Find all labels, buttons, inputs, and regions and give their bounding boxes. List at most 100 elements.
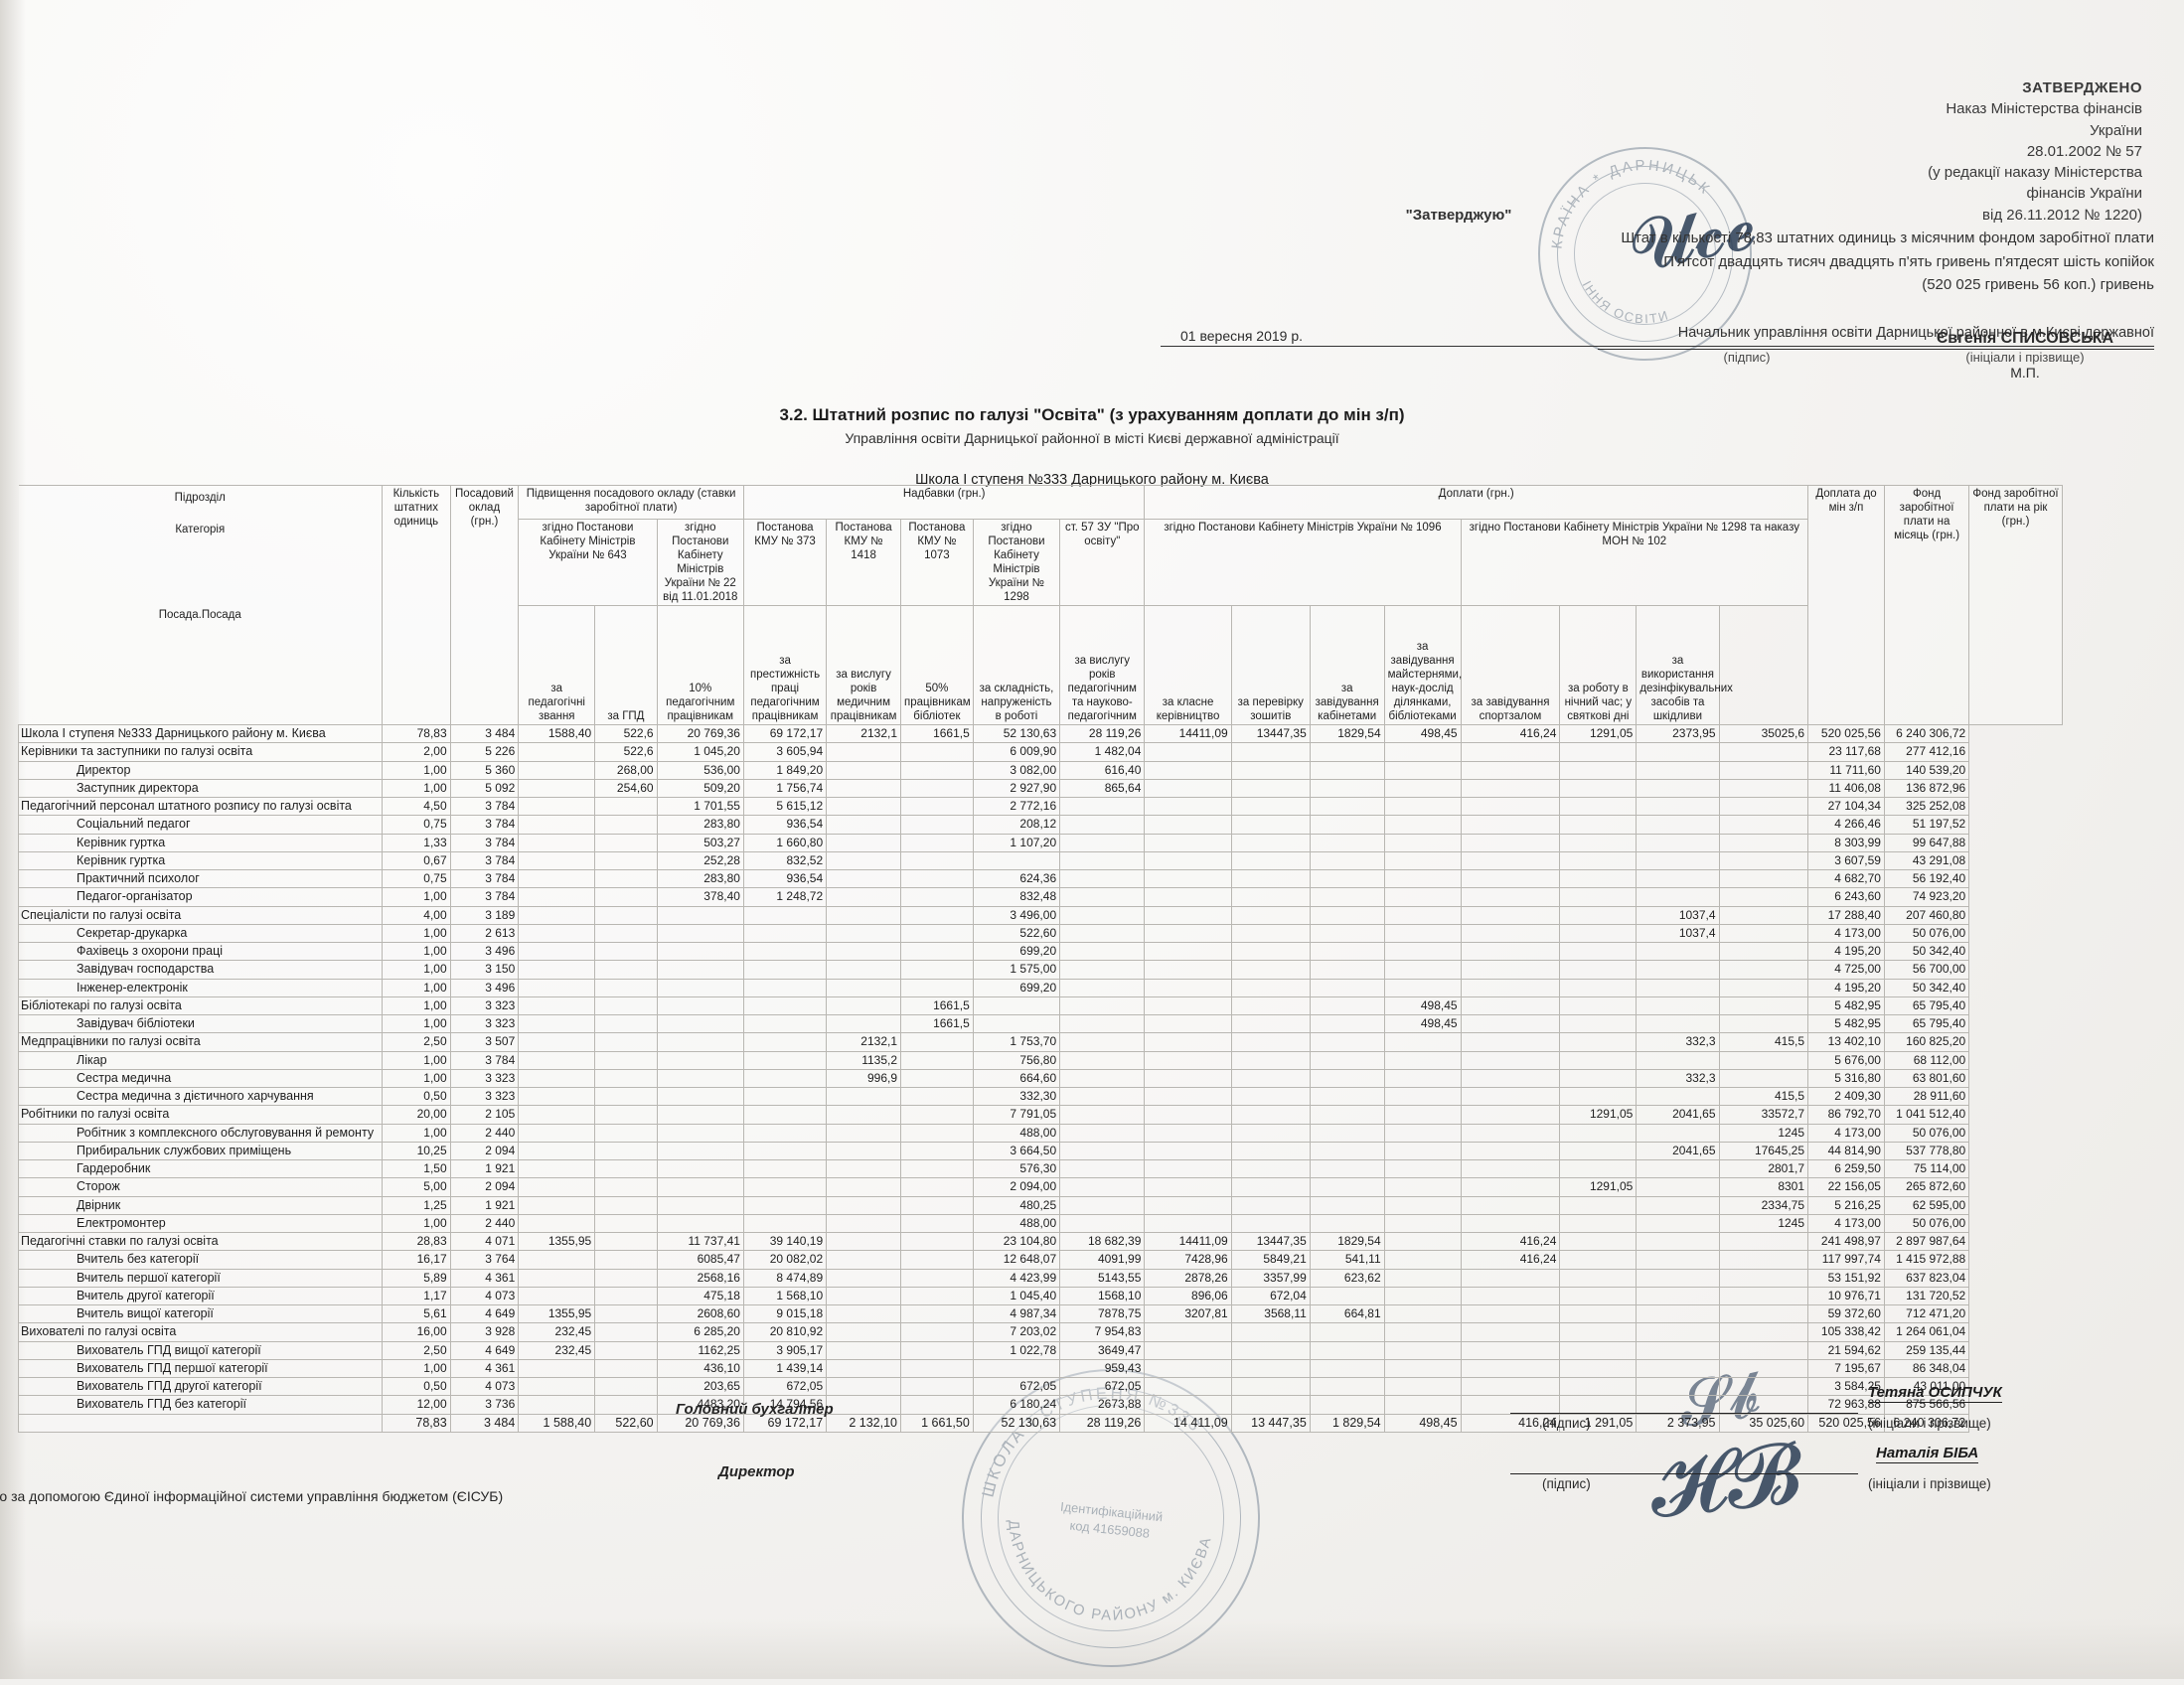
table-row: Завідувач господарства 1,00 3 150 1 575,00 4…: [17, 960, 2166, 980]
row-value: [900, 1322, 974, 1342]
approver-signature-row: 01 вересня 2019 р. Євгенія СПИСОВСЬКА (п…: [1161, 316, 2154, 381]
row-value: 2878,26: [1144, 1268, 1232, 1288]
row-label: Вихователь ГПД першої категорії: [17, 1358, 384, 1379]
row-value: [826, 1377, 901, 1397]
row-value: [1460, 1014, 1561, 1034]
row-value: [826, 887, 901, 907]
row-value: 522,6: [594, 724, 658, 744]
row-value: [656, 1068, 744, 1089]
row-value: [1230, 1213, 1311, 1234]
row-value: [1309, 1050, 1385, 1070]
row-value: 13447,35: [1230, 1232, 1311, 1252]
row-value: [1144, 815, 1232, 835]
row-value: [1144, 1141, 1232, 1161]
row-value: [1230, 760, 1311, 780]
table-row: Лікар 1,00 3 784 1135,2 756,80 5 676,00 68 112…: [17, 1050, 2166, 1070]
table-row: Вчитель без категорії 16,17 3 764 6085,47 20…: [17, 1250, 2166, 1270]
row-value: 5143,55: [1059, 1268, 1146, 1288]
row-value: [742, 1105, 828, 1125]
row-value: 56 192,40: [1883, 869, 1970, 889]
row-value: 959,43: [1059, 1358, 1146, 1379]
row-value: 4 266,46: [1807, 815, 1885, 835]
row-value: [1059, 942, 1146, 962]
row-value: 865,64: [1059, 778, 1146, 799]
row-value: [1460, 1032, 1561, 1052]
table-row: Заступник директора 1,00 5 092 254,60 509,20…: [17, 778, 2166, 799]
row-value: [1460, 887, 1561, 907]
row-value: 160 825,20: [1883, 1032, 1970, 1052]
row-value: [518, 1286, 596, 1306]
row-value: [1144, 1123, 1232, 1143]
row-value: 10,25: [382, 1141, 451, 1161]
row-value: 69 172,17: [742, 1413, 828, 1433]
row-value: [518, 1141, 596, 1161]
row-value: [742, 1177, 828, 1197]
row-value: 475,18: [656, 1286, 744, 1306]
row-value: [900, 1340, 974, 1360]
row-value: [1059, 850, 1146, 871]
row-value: [1383, 1268, 1462, 1288]
row-value: [1383, 887, 1462, 907]
row-value: 43 011,00: [1883, 1377, 1970, 1397]
row-value: 2334,75: [1718, 1195, 1809, 1215]
row-value: [1144, 996, 1232, 1016]
row-value: 2 440: [449, 1123, 520, 1143]
row-value: 10 976,71: [1807, 1286, 1885, 1306]
row-value: [1460, 815, 1561, 835]
row-value: [1636, 978, 1720, 997]
row-value: [594, 996, 658, 1016]
row-value: [1559, 1340, 1638, 1360]
row-value: 480,25: [972, 1195, 1061, 1215]
row-value: [900, 1123, 974, 1143]
row-value: [518, 815, 596, 835]
row-value: [656, 1195, 744, 1215]
row-value: [1559, 1232, 1638, 1252]
row-value: 18 682,39: [1059, 1232, 1146, 1252]
row-value: [518, 978, 596, 997]
row-value: [1059, 1050, 1146, 1070]
row-value: [1460, 1050, 1561, 1070]
row-value: [1230, 850, 1311, 871]
row-value: 232,45: [518, 1322, 596, 1342]
row-value: [1383, 1141, 1462, 1161]
row-value: [1059, 1105, 1146, 1125]
row-value: [900, 1232, 974, 1252]
row-value: [1059, 1087, 1146, 1107]
row-value: 1,00: [382, 942, 451, 962]
row-value: 1568,10: [1059, 1286, 1146, 1306]
row-value: 522,6: [594, 742, 658, 762]
amount-words-line: П'ятсот двадцять тисяч двадцять п'ять гр…: [1663, 252, 2154, 270]
row-value: 623,62: [1309, 1268, 1385, 1288]
row-value: [900, 1087, 974, 1107]
row-value: [1059, 887, 1146, 907]
row-value: 5 360: [449, 760, 520, 780]
row-value: [1460, 1141, 1561, 1161]
row-value: 522,60: [972, 923, 1061, 944]
row-value: 8 303,99: [1807, 833, 1885, 852]
row-value: 3 082,00: [972, 760, 1061, 780]
row-label: Директор: [17, 760, 384, 780]
row-value: [656, 942, 744, 962]
row-value: 1,00: [382, 760, 451, 780]
row-value: [1144, 1322, 1232, 1342]
staffing-table-wrapper: Підрозділ Категорія Посада.Посада Кількі…: [17, 484, 2166, 1433]
row-value: [1559, 1014, 1638, 1034]
row-value: 996,9: [826, 1068, 901, 1089]
row-value: 53 151,92: [1807, 1268, 1885, 1288]
row-value: 136 872,96: [1883, 778, 1970, 799]
row-value: [1718, 1340, 1809, 1360]
row-value: 1 107,20: [972, 833, 1061, 852]
row-value: [1309, 978, 1385, 997]
table-row: Сторож 5,00 2 094 2 094,00 1291,05 8301 22 156…: [17, 1177, 2166, 1197]
row-value: [1309, 778, 1385, 799]
row-value: [518, 942, 596, 962]
row-value: 2 094: [449, 1141, 520, 1161]
row-value: 536,00: [656, 760, 744, 780]
row-value: [826, 1322, 901, 1342]
row-value: [826, 1358, 901, 1379]
row-value: [594, 1322, 658, 1342]
row-value: [1309, 760, 1385, 780]
row-value: 4 361: [449, 1358, 520, 1379]
chief-accountant-label: Головний бухгалтер: [676, 1401, 834, 1418]
row-value: 1 568,10: [742, 1286, 828, 1306]
